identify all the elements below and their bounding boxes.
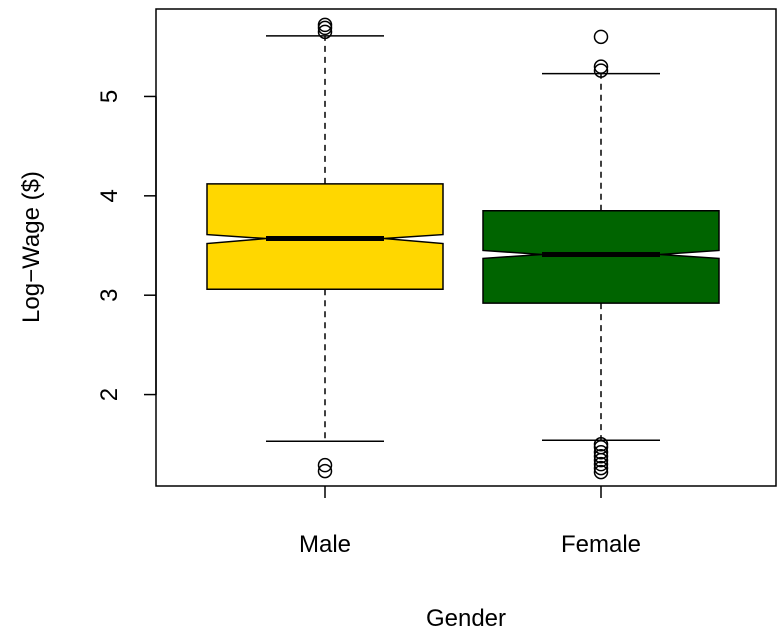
outlier-point	[593, 456, 609, 472]
y-axis: 2 3 4 5	[96, 90, 157, 401]
outlier-point	[317, 24, 333, 40]
outlier-point	[317, 457, 333, 473]
x-tick-label: Female	[561, 531, 641, 558]
x-axis: Male Female	[299, 486, 641, 558]
y-tick-label: 3	[96, 289, 123, 302]
x-axis-title: Gender	[426, 605, 506, 632]
x-tick-label: Male	[299, 531, 351, 558]
outlier-point	[593, 444, 609, 460]
outlier-point	[593, 460, 609, 476]
outlier-point	[317, 17, 333, 33]
outlier-point	[593, 59, 609, 74]
outlier-point	[593, 29, 609, 45]
outlier-point	[593, 437, 609, 452]
y-tick-label: 5	[96, 90, 123, 103]
outlier-point	[593, 448, 609, 464]
boxes-layer	[206, 17, 720, 480]
y-tick-label: 4	[96, 189, 123, 202]
box-group-female	[482, 29, 720, 480]
box-group-male	[206, 17, 444, 479]
outlier-point	[317, 463, 333, 479]
outlier-point	[593, 464, 609, 480]
y-axis-title: Log−Wage ($)	[18, 171, 45, 323]
y-tick-label: 2	[96, 388, 123, 401]
outlier-point	[593, 63, 609, 78]
